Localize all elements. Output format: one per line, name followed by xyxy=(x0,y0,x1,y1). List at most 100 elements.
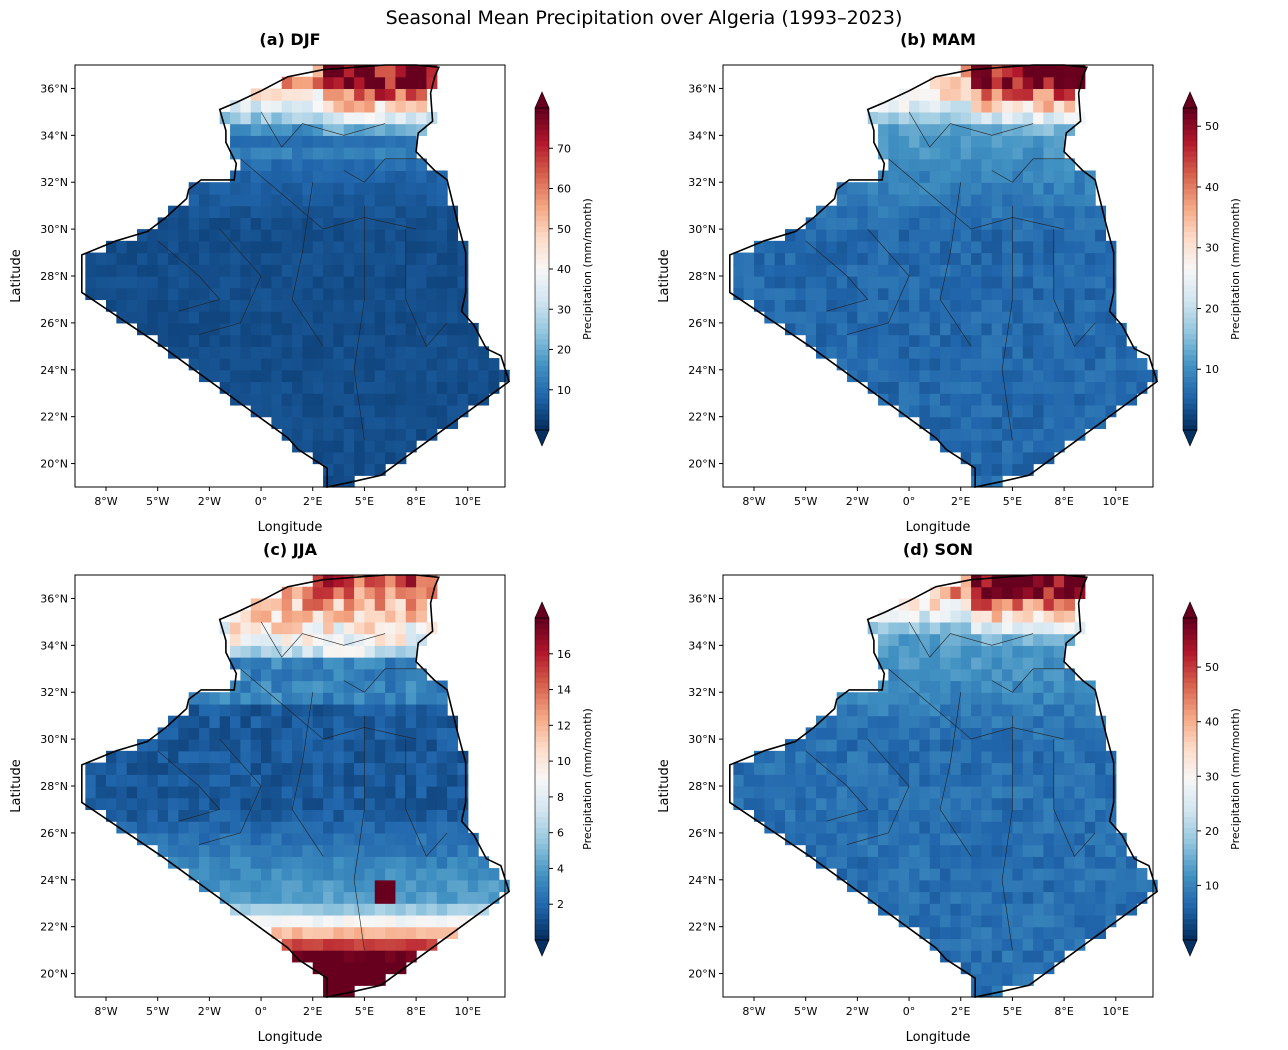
precip-cell xyxy=(126,809,138,822)
precip-cell xyxy=(1095,229,1107,242)
colorbar-segment xyxy=(535,859,549,866)
precip-cell xyxy=(1053,416,1065,429)
precip-cell xyxy=(929,404,941,418)
precip-cell xyxy=(940,821,952,834)
precip-cell xyxy=(1064,193,1076,207)
precip-cell xyxy=(909,809,920,822)
x-tick-label: 2°W xyxy=(846,495,869,508)
x-tick-label: 0° xyxy=(255,1005,268,1018)
precip-cell xyxy=(281,832,293,846)
precip-cell xyxy=(261,276,272,289)
precip-cell xyxy=(281,692,293,705)
precip-cell xyxy=(436,727,448,740)
precip-cell xyxy=(991,621,1003,635)
precip-cell xyxy=(1084,903,1096,916)
precip-cell xyxy=(1043,170,1055,183)
colorbar-label: Precipitation (mm/month) xyxy=(1229,198,1242,340)
precip-cell xyxy=(971,193,983,207)
precip-cell xyxy=(909,903,920,916)
precip-cell xyxy=(888,832,900,846)
colorbar-tick-label: 50 xyxy=(1205,661,1219,674)
precip-cell xyxy=(919,821,931,834)
precip-cell xyxy=(1053,762,1065,775)
precip-cell xyxy=(754,774,765,787)
precip-cell xyxy=(178,797,190,811)
precip-cell xyxy=(157,739,169,752)
province-border xyxy=(908,621,1034,658)
precip-cell xyxy=(323,750,335,764)
precip-cell xyxy=(1022,750,1034,764)
precip-cell xyxy=(1043,950,1055,963)
colorbar-tick-label: 12 xyxy=(557,719,571,732)
precip-cell xyxy=(199,715,210,728)
precip-cell xyxy=(981,938,993,951)
precip-cell xyxy=(898,891,910,904)
precip-cell xyxy=(219,322,231,336)
precip-cell xyxy=(230,193,241,207)
precip-cell xyxy=(981,170,993,183)
colorbar-segment xyxy=(1183,381,1197,388)
precip-cell xyxy=(878,657,889,670)
precip-cell xyxy=(395,809,407,822)
precip-cell xyxy=(950,182,962,195)
precip-cell xyxy=(888,205,900,218)
colorbar-segment xyxy=(1183,741,1197,748)
precip-cell xyxy=(1064,727,1076,740)
precip-cell xyxy=(219,715,231,728)
precip-cell xyxy=(836,703,848,717)
precip-cell xyxy=(1033,229,1045,242)
precip-cell xyxy=(857,739,869,752)
precip-cell xyxy=(909,252,920,265)
precip-cell xyxy=(312,586,324,600)
precip-cell xyxy=(960,797,972,811)
precip-cell xyxy=(405,346,417,359)
precip-cell xyxy=(302,633,314,646)
province-border xyxy=(991,158,1075,183)
precip-cell xyxy=(364,668,376,682)
precip-cell xyxy=(971,381,983,394)
precip-cell xyxy=(743,264,755,277)
precip-cell xyxy=(354,217,366,230)
precip-cell xyxy=(991,973,1003,986)
colorbar-segment xyxy=(535,150,549,157)
precip-cell xyxy=(919,287,931,301)
precip-cell xyxy=(343,135,355,148)
precip-cell xyxy=(447,914,459,928)
precip-cell xyxy=(385,111,397,125)
precip-cell xyxy=(374,610,386,623)
precip-cell xyxy=(1095,217,1107,230)
precip-cell xyxy=(333,645,345,658)
precip-cell xyxy=(292,786,304,799)
precip-cell xyxy=(1043,252,1055,265)
precip-cell xyxy=(785,786,796,799)
precip-cell xyxy=(219,287,231,301)
precip-cell xyxy=(343,668,355,682)
precip-cell xyxy=(1105,287,1117,301)
precip-cell xyxy=(898,123,910,136)
precip-cell xyxy=(240,217,252,230)
precip-cell xyxy=(281,809,293,822)
precip-cell xyxy=(292,276,304,289)
precip-cell xyxy=(919,703,931,717)
precip-cell xyxy=(950,440,962,453)
precip-cell xyxy=(292,821,304,834)
colorbar-segment xyxy=(535,886,549,893)
precip-cell xyxy=(878,645,889,658)
precip-cell xyxy=(878,797,889,811)
colorbar-extend-bottom xyxy=(534,429,550,447)
precip-cell xyxy=(395,879,407,893)
precip-cell xyxy=(971,147,983,160)
precip-cell xyxy=(909,346,920,359)
precip-cell xyxy=(940,856,952,869)
precip-cell xyxy=(157,264,169,277)
precip-cell xyxy=(436,299,448,312)
precip-cell xyxy=(250,334,262,347)
precip-cell xyxy=(1064,739,1076,752)
precip-cell xyxy=(354,346,366,359)
precip-cell xyxy=(281,891,293,904)
precip-cell xyxy=(960,633,972,646)
precip-cell xyxy=(209,692,221,705)
precip-cell xyxy=(405,821,417,834)
precip-cell xyxy=(805,821,817,834)
precip-cell xyxy=(302,393,314,406)
